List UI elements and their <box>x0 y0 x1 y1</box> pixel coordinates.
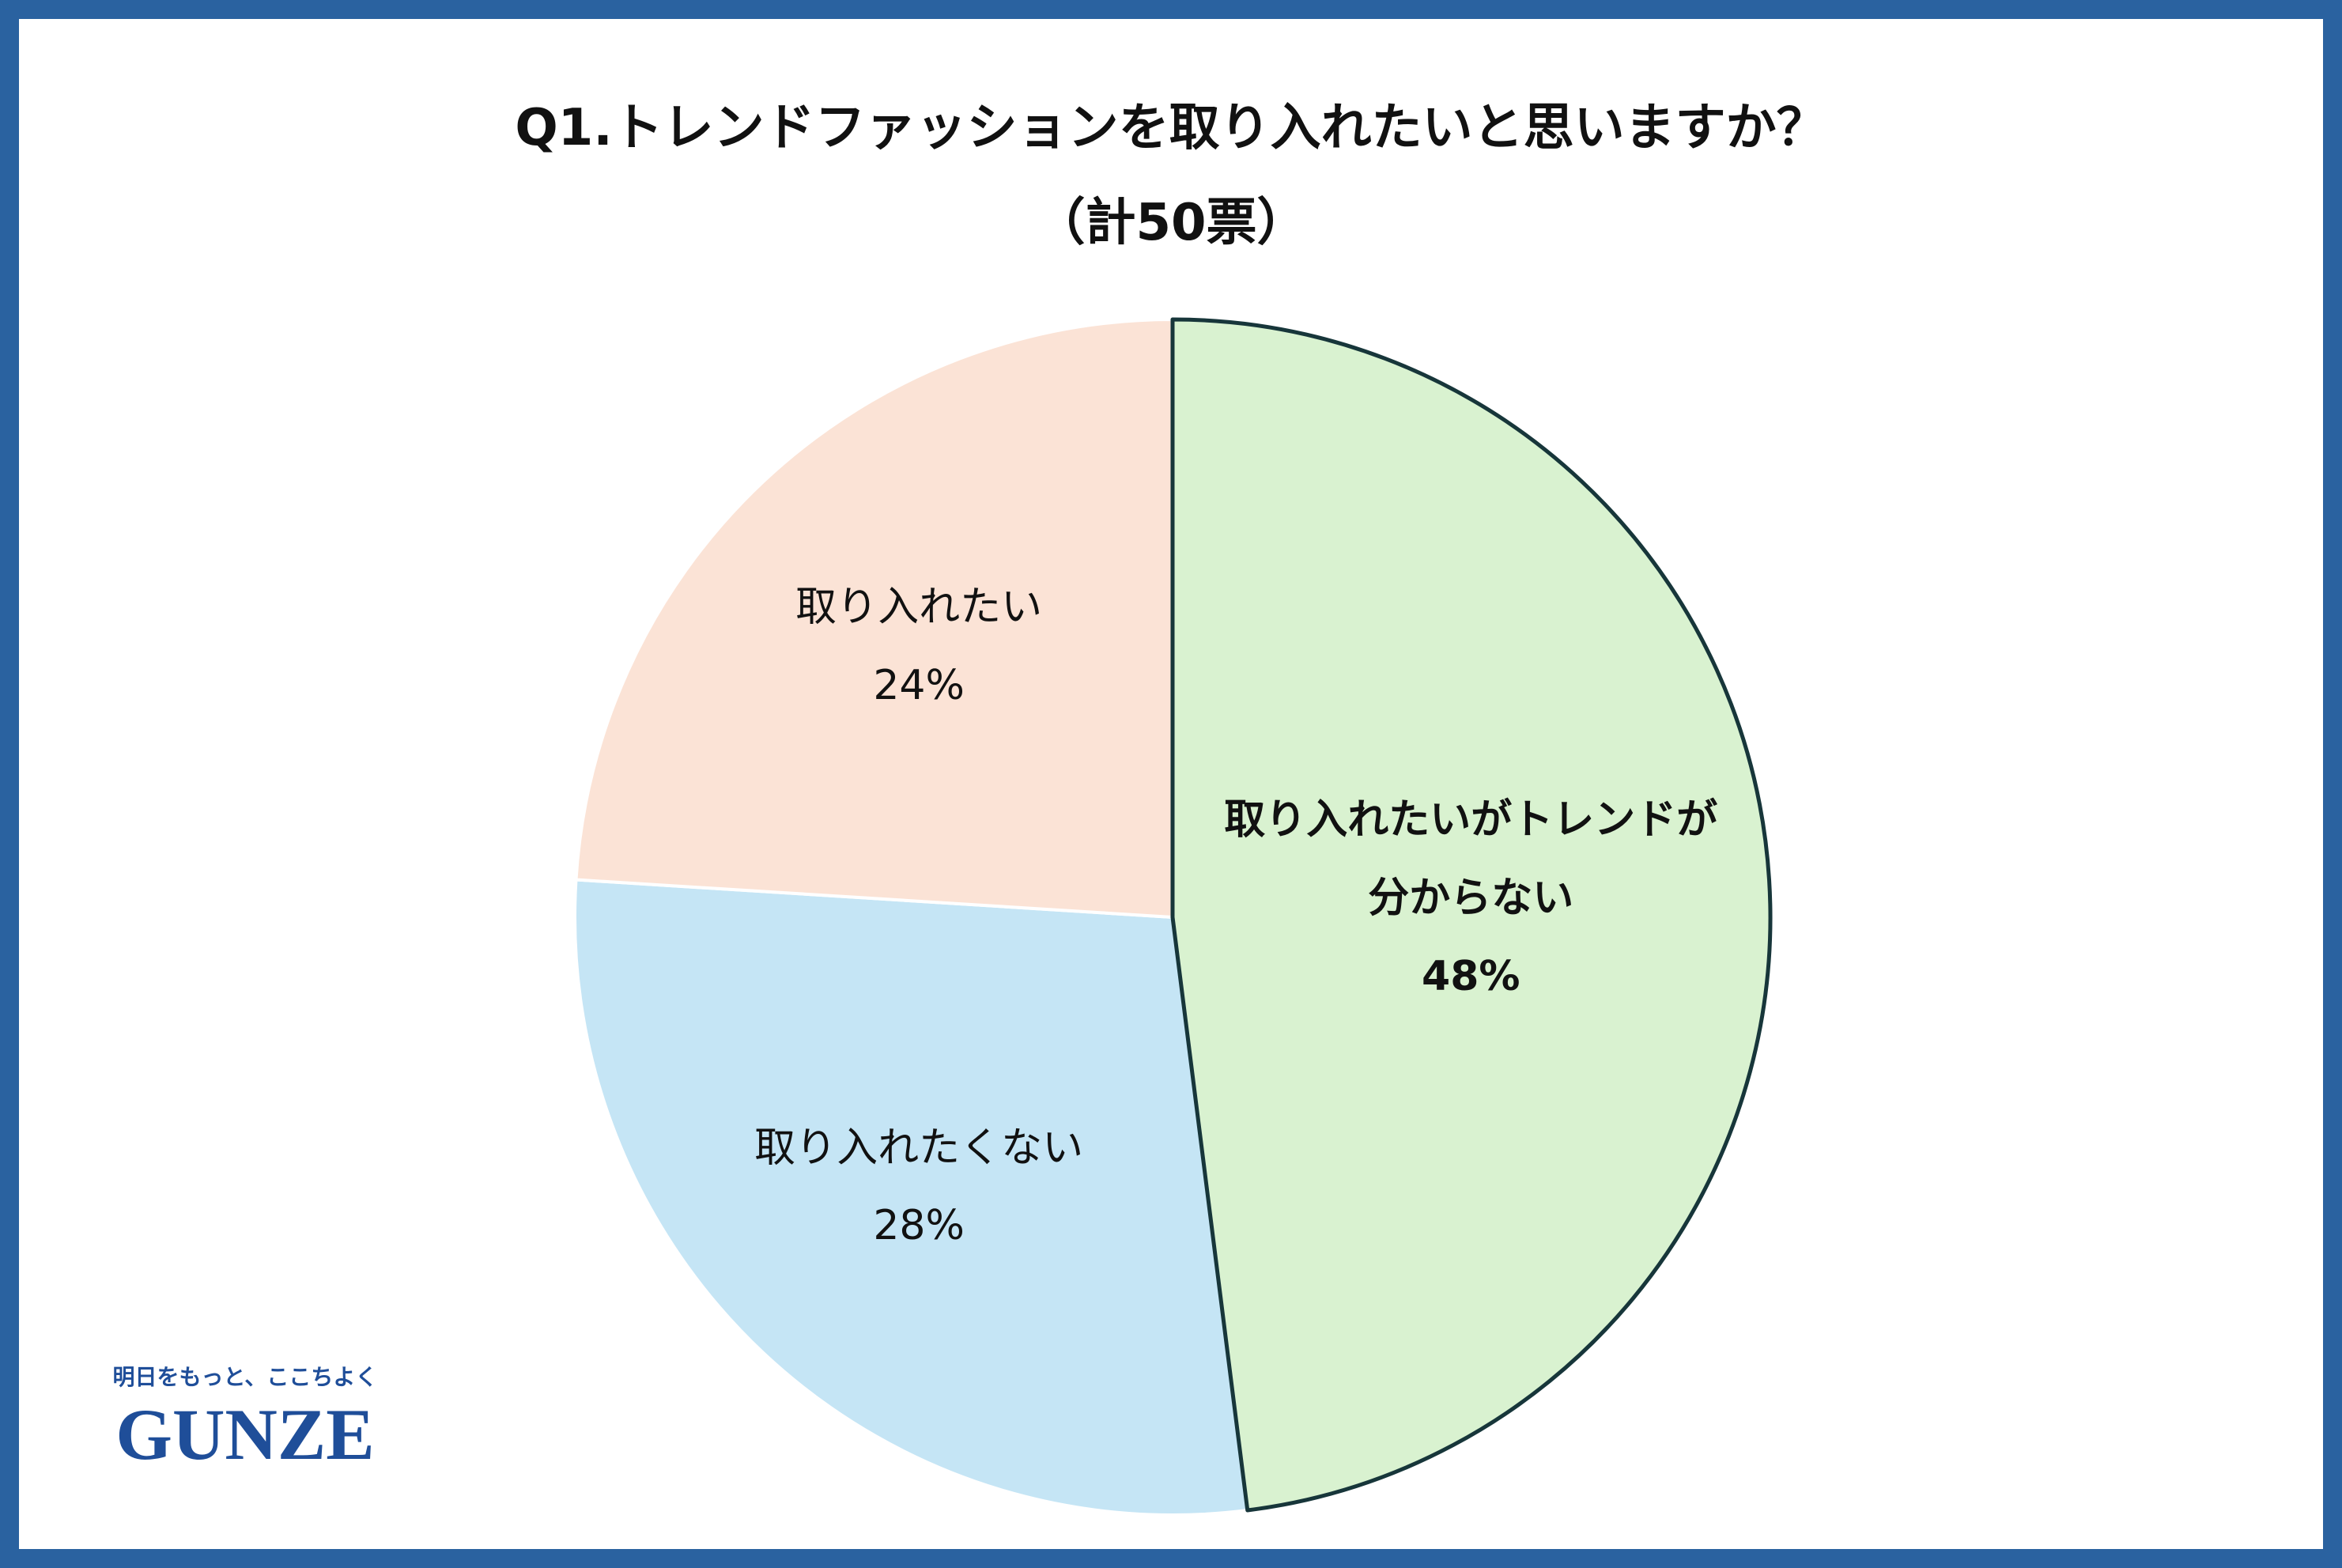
category-label: 取り入れたい <box>795 584 1043 632</box>
category-label: 取り入れたくない <box>754 1124 1084 1172</box>
category-label: 取り入れたいがトレンドが分からない <box>1224 796 1718 922</box>
slice-label: 取り入れたいがトレンドが分からない 48% <box>1210 781 1732 1015</box>
value-label: 28% <box>873 1202 965 1250</box>
chart-subtitle: （計50票） <box>1034 194 1308 252</box>
pie-slice <box>1170 317 1773 1513</box>
chart-title: Q1.トレンドファッションを取り入れたいと思いますか？ <box>515 99 1827 157</box>
value-label: 24% <box>873 662 965 710</box>
pie-slice <box>574 318 1174 919</box>
pie-slice <box>573 878 1249 1517</box>
logo-tagline: 明日をもっと、ここちよく <box>112 1364 378 1390</box>
slice-label: 取り入れたくない 28% <box>713 1109 1124 1266</box>
value-label: 48% <box>1422 952 1520 1000</box>
logo-name: GUNZE <box>115 1394 375 1475</box>
logo: 明日をもっと、ここちよく GUNZE <box>95 1360 395 1471</box>
slice-label: 取り入れたい 24% <box>713 569 1124 726</box>
